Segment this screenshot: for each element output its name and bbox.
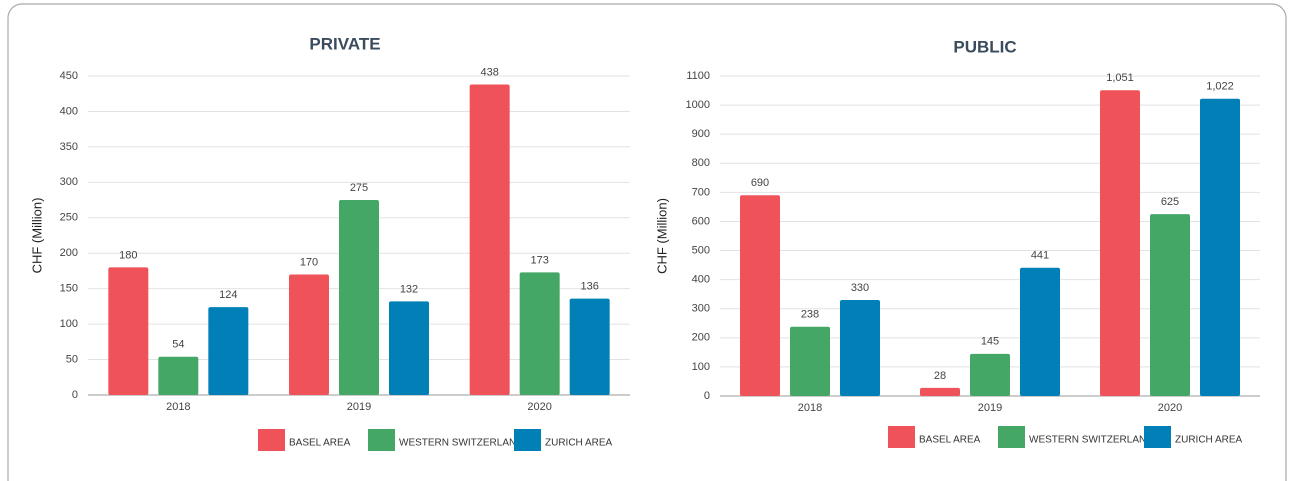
bar [158, 356, 199, 395]
bar [1150, 214, 1190, 396]
bar [569, 298, 610, 395]
y-tick-label: 500 [692, 244, 710, 256]
y-tick-label: 300 [60, 176, 78, 188]
legend-swatch [368, 429, 395, 451]
bar [208, 307, 249, 395]
x-tick-label: 2018 [798, 402, 822, 414]
data-label: 180 [119, 249, 137, 261]
y-tick-label: 900 [692, 128, 710, 140]
legend-label: BASEL AREA [919, 435, 981, 446]
bar [1100, 90, 1140, 396]
x-tick-label: 2019 [347, 401, 371, 413]
data-label: 170 [300, 256, 318, 268]
legend-swatch [1144, 426, 1171, 448]
legend-label: ZURICH AREA [545, 438, 613, 449]
chart-title: PUBLIC [953, 37, 1016, 56]
y-tick-label: 450 [60, 70, 78, 82]
data-label: 438 [480, 66, 498, 78]
bar [1020, 267, 1060, 396]
data-label: 625 [1161, 196, 1179, 208]
data-label: 28 [934, 370, 946, 382]
legend-swatch [888, 426, 915, 448]
y-tick-label: 100 [692, 361, 710, 373]
y-tick-label: 700 [692, 186, 710, 198]
y-tick-label: 150 [60, 283, 78, 295]
data-label: 1,022 [1206, 81, 1234, 93]
y-axis-title: CHF (Million) [654, 198, 669, 274]
bar [289, 274, 329, 395]
bar [840, 300, 880, 396]
y-tick-label: 800 [692, 157, 710, 169]
x-tick-label: 2020 [1158, 402, 1182, 414]
y-tick-label: 250 [60, 212, 78, 224]
data-label: 275 [350, 182, 368, 194]
data-label: 136 [580, 280, 598, 292]
data-label: 1,051 [1106, 72, 1134, 84]
y-tick-label: 200 [692, 332, 710, 344]
y-tick-label: 300 [692, 303, 710, 315]
legend-swatch [514, 429, 541, 451]
bar [1200, 98, 1240, 396]
y-tick-label: 600 [692, 215, 710, 227]
chart-title: PRIVATE [309, 34, 380, 53]
data-label: 690 [751, 177, 769, 189]
legend-swatch [258, 429, 285, 451]
legend-label: BASEL AREA [289, 438, 351, 449]
bar [389, 301, 429, 395]
data-label: 124 [219, 289, 237, 301]
x-tick-label: 2020 [527, 401, 551, 413]
y-tick-label: 50 [66, 353, 78, 365]
legend-label: WESTERN SWITZERLAND [399, 438, 523, 449]
bar [339, 200, 379, 395]
data-label: 330 [851, 282, 869, 294]
y-tick-label: 400 [692, 274, 710, 286]
bar [108, 267, 149, 395]
data-label: 145 [981, 336, 999, 348]
data-label: 173 [530, 254, 548, 266]
y-tick-label: 1100 [686, 70, 710, 82]
y-tick-label: 350 [60, 141, 78, 153]
y-tick-label: 1000 [686, 99, 710, 111]
data-label: 238 [801, 309, 819, 321]
y-tick-label: 200 [60, 247, 78, 259]
x-tick-label: 2019 [978, 402, 1002, 414]
y-tick-label: 100 [60, 318, 78, 330]
x-tick-label: 2018 [166, 401, 190, 413]
legend-swatch [998, 426, 1025, 448]
legend-label: WESTERN SWITZERLAND [1029, 435, 1153, 446]
y-tick-label: 0 [72, 389, 78, 401]
bar [970, 353, 1010, 396]
legend-label: ZURICH AREA [1175, 435, 1243, 446]
data-label: 132 [400, 283, 418, 295]
y-axis-title: CHF (Million) [29, 198, 44, 274]
y-tick-label: 0 [704, 390, 710, 402]
data-label: 54 [172, 339, 184, 351]
bar [519, 272, 560, 395]
bar [920, 387, 960, 396]
bar [740, 195, 780, 396]
bar [790, 326, 830, 396]
bar [469, 84, 510, 396]
y-tick-label: 400 [60, 105, 78, 117]
data-label: 441 [1031, 250, 1049, 262]
